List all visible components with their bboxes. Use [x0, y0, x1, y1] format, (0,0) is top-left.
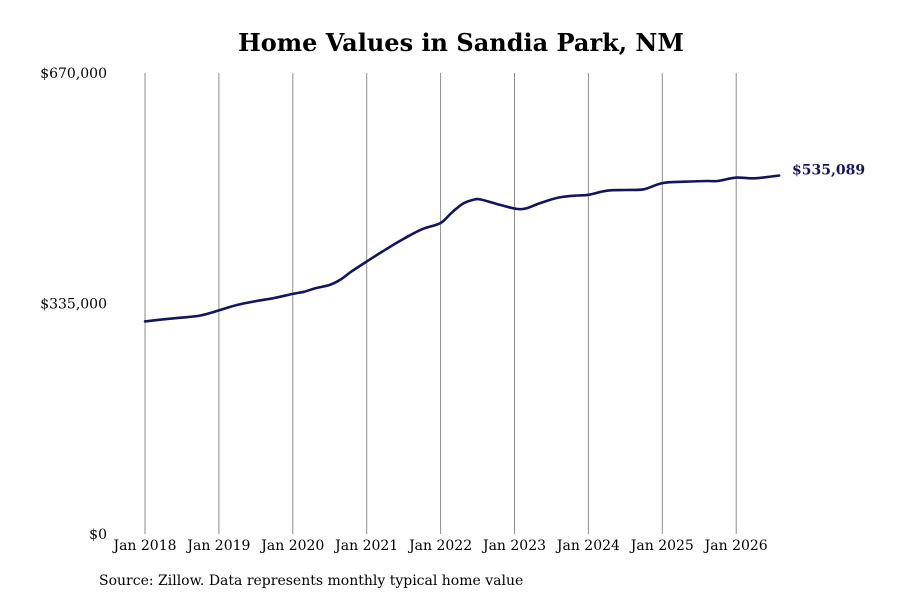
x-axis-tick-labels: Jan 2018 Jan 2019 Jan 2020 Jan 2021 Jan 2022… — [111, 538, 767, 554]
x-tick-label: Jan 2023 — [481, 538, 546, 554]
x-tick-label: Jan 2019 — [185, 538, 250, 554]
source-note: Source: Zillow. Data represents monthly … — [99, 573, 524, 589]
gridlines — [144, 73, 737, 534]
x-tick-label: Jan 2022 — [407, 538, 472, 554]
y-tick-label: $670,000 — [40, 66, 107, 82]
x-tick-label: Jan 2026 — [703, 538, 768, 554]
x-tick-label: Jan 2020 — [259, 538, 324, 554]
y-tick-label: $0 — [89, 527, 107, 543]
x-tick-label: Jan 2021 — [333, 538, 398, 554]
y-tick-label: $335,000 — [40, 297, 107, 313]
x-tick-label: Jan 2018 — [111, 538, 176, 554]
chart-title: Home Values in Sandia Park, NM — [238, 28, 684, 57]
end-value-label: $535,089 — [792, 163, 865, 179]
x-tick-label: Jan 2024 — [555, 538, 620, 554]
home-value-line — [143, 174, 781, 323]
x-tick-label: Jan 2025 — [629, 538, 694, 554]
y-axis-tick-labels: $0 $335,000 $670,000 — [40, 66, 107, 543]
